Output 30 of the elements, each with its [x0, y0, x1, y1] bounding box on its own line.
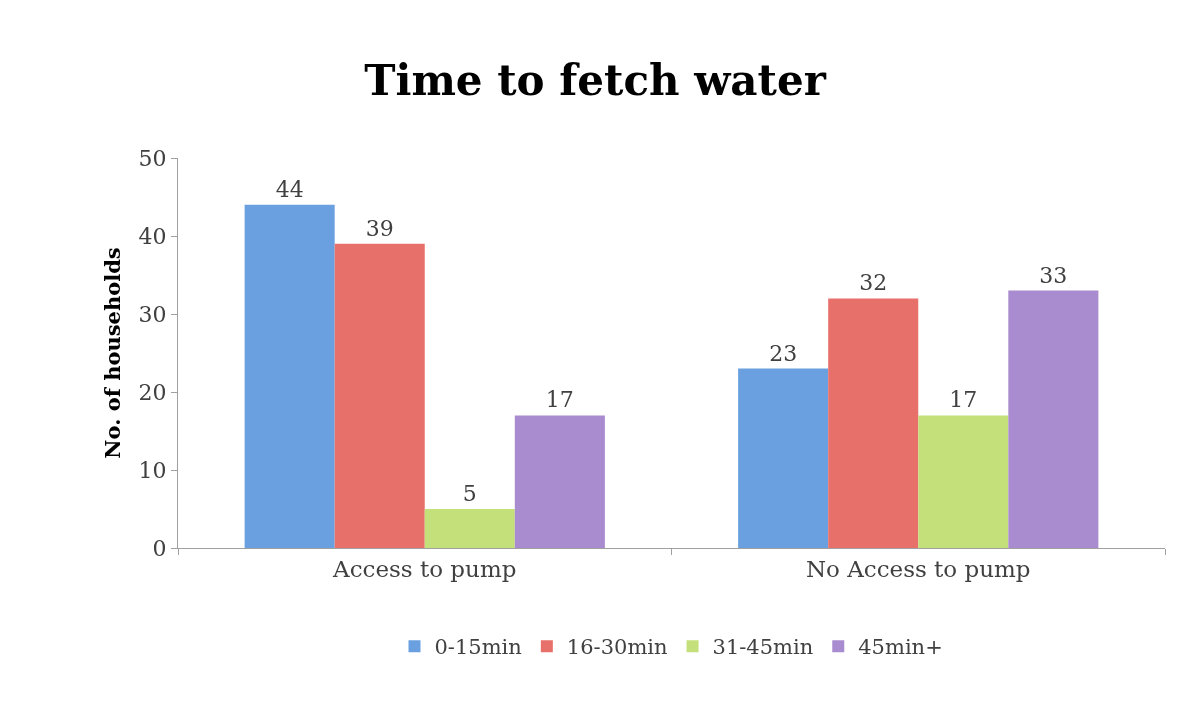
data-label: 33 — [1039, 262, 1068, 288]
bar — [1008, 290, 1099, 548]
bar — [738, 368, 829, 548]
bar — [424, 509, 515, 548]
data-label: 5 — [462, 481, 477, 506]
legend-label: 45min+ — [858, 635, 943, 660]
legend-label: 0-15min — [434, 635, 522, 660]
y-tick-label: 20 — [138, 379, 167, 405]
data-label: 32 — [859, 270, 888, 296]
bar — [244, 204, 335, 548]
data-label: 17 — [545, 387, 574, 413]
legend-label: 16-30min — [566, 635, 668, 660]
y-tick-label: 10 — [138, 457, 167, 483]
data-label: 23 — [769, 340, 798, 366]
y-tick-label: 50 — [138, 145, 167, 171]
data-label: 17 — [949, 387, 978, 413]
legend-label: 31-45min — [712, 635, 814, 660]
y-tick-label: 40 — [138, 223, 167, 249]
bar — [514, 415, 605, 548]
data-label: 39 — [365, 215, 394, 241]
data-label: 44 — [275, 176, 304, 202]
bar — [828, 298, 919, 548]
x-tick-label: Access to pump — [332, 555, 517, 582]
y-axis-title: No. of households — [99, 247, 125, 459]
chart-title: Time to fetch water — [364, 55, 827, 105]
y-tick-label: 0 — [152, 535, 167, 561]
y-tick-label: 30 — [138, 301, 167, 327]
bar — [918, 415, 1009, 548]
bar — [334, 243, 425, 548]
x-tick-label: No Access to pump — [805, 555, 1031, 582]
